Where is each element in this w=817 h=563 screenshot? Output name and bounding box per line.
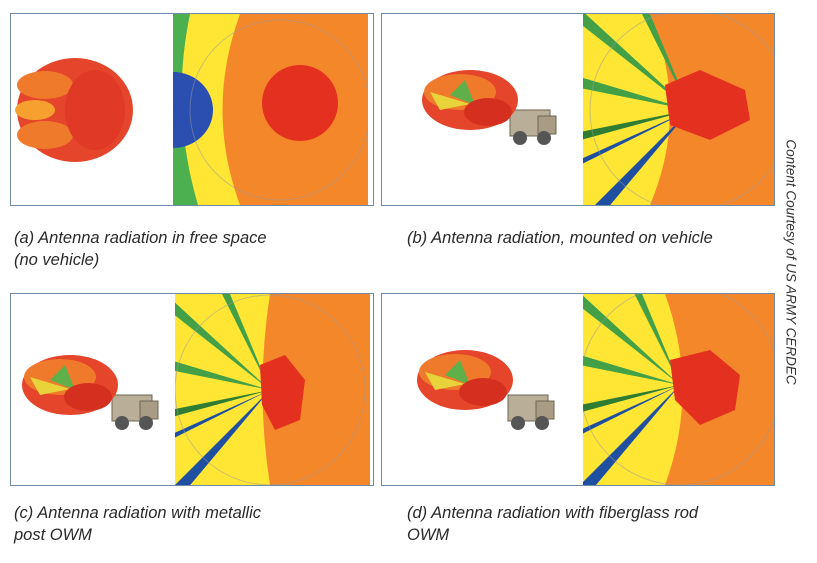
caption-line: (c) Antenna radiation with metallic bbox=[14, 504, 262, 522]
caption-line: OWM bbox=[407, 526, 449, 544]
panel-c bbox=[10, 293, 374, 486]
heatmap bbox=[583, 14, 774, 205]
heatmap bbox=[583, 294, 774, 485]
panel-b bbox=[381, 13, 775, 206]
heatmap bbox=[175, 294, 370, 485]
caption-line: post OWM bbox=[13, 526, 92, 544]
heatmap bbox=[173, 14, 368, 205]
captions: (a) Antenna radiation in free space (no v… bbox=[13, 229, 713, 544]
credit: Content Courtesy of US ARMY CERDEC bbox=[783, 139, 798, 385]
caption-line: (a) Antenna radiation in free space bbox=[14, 229, 267, 247]
pattern-3d bbox=[15, 58, 133, 162]
panel-a bbox=[10, 13, 374, 206]
caption-line: (d) Antenna radiation with fiberglass ro… bbox=[407, 504, 699, 522]
caption-line: (no vehicle) bbox=[14, 251, 99, 269]
panel-d bbox=[381, 293, 775, 486]
caption-line: (b) Antenna radiation, mounted on vehicl… bbox=[407, 229, 713, 247]
